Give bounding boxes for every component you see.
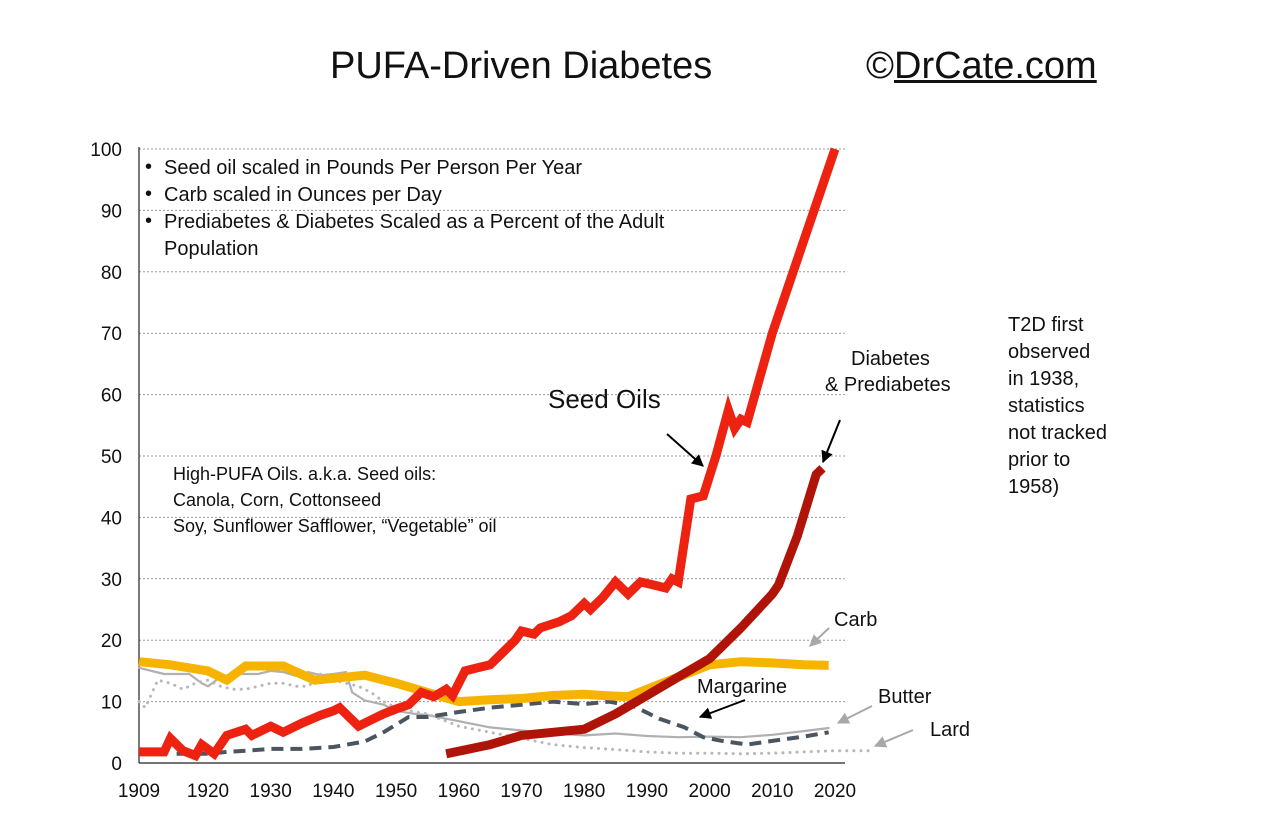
y-tick-label-20: 20 xyxy=(101,631,122,652)
x-tick-label-1980: 1980 xyxy=(563,781,605,802)
oils-note-line-3: Soy, Sunflower Safflower, “Vegetable” oi… xyxy=(173,516,497,536)
y-tick-label-10: 10 xyxy=(101,693,122,714)
y-tick-label-0: 0 xyxy=(111,754,122,775)
label-diabetes-line-1: Diabetes xyxy=(851,348,930,370)
annotation-arrows xyxy=(666,419,914,748)
arrow-lard xyxy=(873,729,914,748)
arrow-carb xyxy=(809,627,830,647)
x-tick-label-1940: 1940 xyxy=(312,781,354,802)
series-line-carb xyxy=(138,657,829,707)
t2d-note-line-2: observed xyxy=(1008,341,1091,363)
copyright-symbol: © xyxy=(866,45,894,87)
label-margarine: Margarine xyxy=(697,676,788,698)
arrow-margarine xyxy=(698,699,746,719)
series-line-margarine xyxy=(176,699,830,756)
x-tick-label-1970: 1970 xyxy=(500,781,542,802)
note-line-1: Seed oil scaled in Pounds Per Person Per… xyxy=(164,157,583,179)
note-bullet-1: • xyxy=(145,156,153,178)
x-tick-label-1950: 1950 xyxy=(375,781,417,802)
oils-note-line-2: Canola, Corn, Cottonseed xyxy=(173,490,382,510)
x-tick-label-1960: 1960 xyxy=(438,781,480,802)
copyright-link[interactable]: DrCate.com xyxy=(894,45,1097,87)
x-tick-label-2020: 2020 xyxy=(814,781,856,802)
y-tick-label-60: 60 xyxy=(101,386,122,407)
label-lard: Lard xyxy=(930,719,971,741)
t2d-note-line-5: not tracked xyxy=(1008,422,1107,444)
note-line-4: Population xyxy=(164,238,259,260)
gridlines xyxy=(139,148,845,703)
y-tick-label-50: 50 xyxy=(101,447,122,468)
x-tick-label-2000: 2000 xyxy=(688,781,730,802)
t2d-note-line-6: prior to xyxy=(1008,449,1071,471)
label-butter: Butter xyxy=(878,686,932,708)
x-tick-label-2010: 2010 xyxy=(751,781,793,802)
series-line-butter xyxy=(137,666,830,739)
note-line-2: Carb scaled in Ounces per Day xyxy=(164,184,442,206)
series-line-diabetes xyxy=(445,465,826,759)
series-lines xyxy=(137,147,875,762)
t2d-note-line-7: 1958) xyxy=(1008,476,1060,498)
y-tick-label-30: 30 xyxy=(101,570,122,591)
label-diabetes-line-2: & Prediabetes xyxy=(825,374,951,396)
note-bullet-3: • xyxy=(145,210,153,232)
y-tick-label-90: 90 xyxy=(101,201,122,222)
t2d-note-line-3: in 1938, xyxy=(1008,368,1080,390)
label-carb: Carb xyxy=(834,609,878,631)
axes: 0 10 20 30 40 50 60 70 80 90 100 1909 1920 1930 1940 19… xyxy=(90,140,856,802)
copyright[interactable]: ©DrCate.com xyxy=(866,45,1097,88)
note-bullet-2: • xyxy=(145,183,153,205)
t2d-note-line-4: statistics xyxy=(1008,395,1085,417)
oils-note-line-1: High-PUFA Oils. a.k.a. Seed oils: xyxy=(173,464,437,484)
y-tick-label-80: 80 xyxy=(101,263,122,284)
t2d-note-line-1: T2D first xyxy=(1008,314,1084,336)
x-tick-label-1930: 1930 xyxy=(250,781,292,802)
y-tick-label-70: 70 xyxy=(101,324,122,345)
note-line-3: Prediabetes & Diabetes Scaled as a Perce… xyxy=(164,211,665,233)
arrow-butter xyxy=(836,705,873,724)
chart-title: PUFA-Driven Diabetes xyxy=(330,45,713,87)
y-tick-label-100: 100 xyxy=(90,140,122,161)
x-tick-label-1990: 1990 xyxy=(626,781,668,802)
arrow-seed-oils xyxy=(666,433,704,467)
y-tick-label-40: 40 xyxy=(101,508,122,529)
arrow-diabetes xyxy=(821,419,841,464)
series-line-seed-oils xyxy=(139,147,840,762)
x-tick-label-1920: 1920 xyxy=(187,781,229,802)
x-tick-label-1909: 1909 xyxy=(118,781,160,802)
label-seed-oils: Seed Oils xyxy=(548,384,661,414)
